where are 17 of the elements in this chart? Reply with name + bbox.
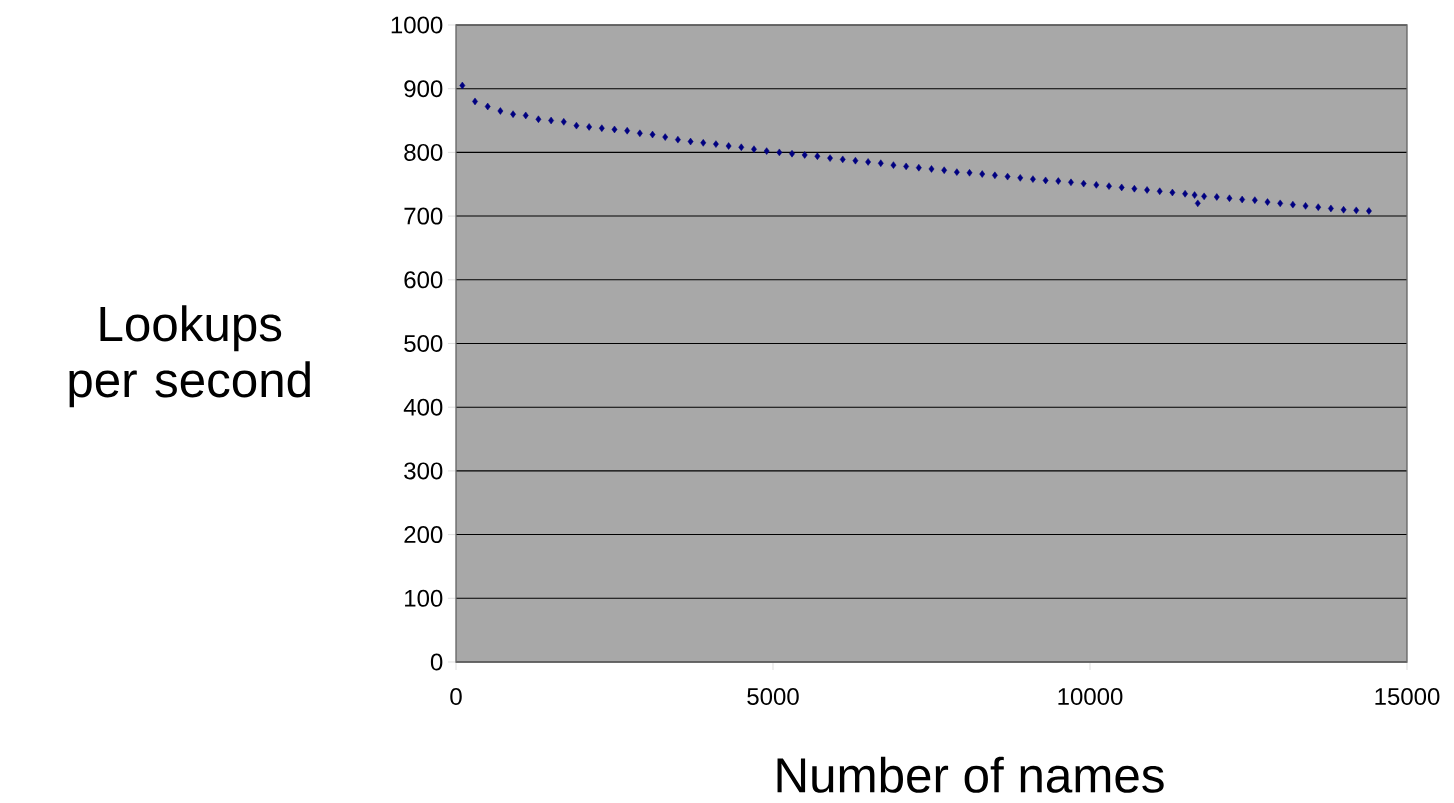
- y-tick-label: 100: [405, 589, 443, 607]
- y-tick-label: 900: [404, 80, 443, 98]
- y-tick-label: 600: [404, 271, 443, 289]
- y-tick-label: 0: [430, 653, 443, 671]
- x-axis-title: Number of names: [777, 756, 1164, 793]
- x-tick-label: 0: [450, 688, 462, 706]
- y-tick-label: 300: [404, 462, 443, 480]
- y-tick-label: 700: [404, 207, 443, 225]
- y-tick-label: 1000: [391, 16, 443, 34]
- x-tick-label: 10000: [1058, 688, 1123, 706]
- y-tick-label: 200: [404, 526, 443, 544]
- y-axis-title: Lookups per second: [69, 305, 310, 408]
- y-tick-label: 800: [404, 143, 443, 161]
- x-tick-label: 5000: [747, 688, 799, 706]
- y-tick-label: 500: [404, 334, 443, 352]
- y-tick-label: 400: [403, 398, 443, 416]
- x-tick-label: 15000: [1375, 688, 1440, 706]
